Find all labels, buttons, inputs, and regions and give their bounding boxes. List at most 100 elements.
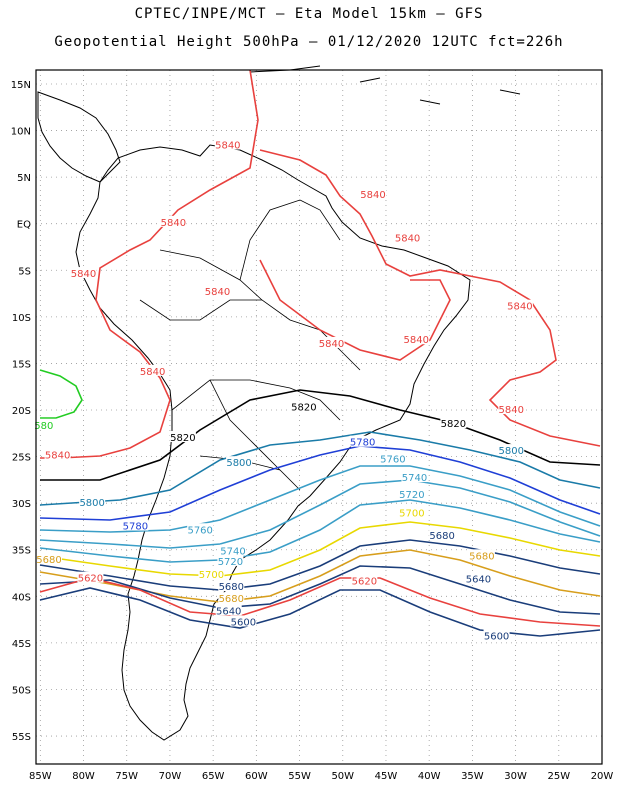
contour-label-bg xyxy=(214,138,241,150)
contour-label-bg xyxy=(187,523,214,535)
latitude-tick-labels: 15N 10N 5N EQ 5S 10S 15S 20S 25S 30S 35S 40S 45S 50S 5… xyxy=(11,80,31,743)
lat-tick-label: 20S xyxy=(12,406,31,417)
lat-tick-label: 5S xyxy=(18,266,31,277)
contour-label: 5840 xyxy=(319,339,344,350)
lon-tick-label: 20W xyxy=(591,771,614,782)
lon-tick-label: 55W xyxy=(288,771,311,782)
contour-label-bg xyxy=(498,403,525,415)
contour-label: 5800 xyxy=(226,458,251,469)
lat-tick-label: 35S xyxy=(12,546,31,557)
contour-label: 5620 xyxy=(78,574,103,585)
contour-label: 5720 xyxy=(218,557,243,568)
contour-label-bg xyxy=(169,431,196,443)
contour-label: 5760 xyxy=(380,454,405,465)
contour-label: 5840 xyxy=(499,405,524,416)
contour-5720 xyxy=(39,499,601,563)
lat-tick-label: 5N xyxy=(17,173,31,184)
contour-label: 5780 xyxy=(123,522,148,533)
contour-label-bg xyxy=(379,452,406,464)
contour-label: 5640 xyxy=(216,606,241,617)
contour-5800 xyxy=(39,431,601,506)
contour-5760 xyxy=(39,465,601,533)
contour-label-bg xyxy=(290,400,317,412)
contour-label-bg xyxy=(220,544,247,556)
contour-labels: 5840 5840 5840 5840 5840 5840 5840 5840 5840 5840… xyxy=(30,138,533,642)
contour-label-bg xyxy=(218,580,245,592)
contour-5820 xyxy=(40,389,601,481)
contour-5640 xyxy=(39,565,601,615)
lat-tick-label: 15S xyxy=(12,359,31,370)
contour-label-bg xyxy=(429,528,456,540)
contour-label-bg xyxy=(217,554,244,566)
contour-label: 5840 xyxy=(215,141,240,152)
lat-tick-label: 10S xyxy=(12,313,31,324)
contour-label-bg xyxy=(440,417,467,429)
lon-tick-label: 25W xyxy=(547,771,570,782)
contour-label-bg xyxy=(401,471,428,483)
contour-5780 xyxy=(39,445,601,521)
chart-title: CPTEC/INPE/MCT – Eta Model 15km – GFS xyxy=(134,6,484,22)
contour-label: 5840 xyxy=(45,451,70,462)
contour-label-bg xyxy=(351,574,378,586)
contour-label: 5680 xyxy=(219,594,244,605)
contour-label: 5840 xyxy=(205,287,230,298)
map-frame xyxy=(35,69,603,765)
contour-label-bg xyxy=(506,299,533,311)
coastlines xyxy=(37,65,521,741)
contour-label: 5840 xyxy=(403,335,428,346)
contour-label-bg xyxy=(468,549,495,561)
contour-label: 5840 xyxy=(360,190,385,201)
lon-tick-label: 50W xyxy=(331,771,354,782)
lon-tick-label: 75W xyxy=(115,771,138,782)
contour-label-bg xyxy=(465,572,492,584)
contour-label: 5600 xyxy=(231,617,256,628)
lon-tick-label: 40W xyxy=(418,771,441,782)
contour-5600 xyxy=(39,587,601,637)
contour-label-bg xyxy=(122,519,149,531)
contour-label-bg xyxy=(394,231,421,243)
contour-label-bg xyxy=(349,435,376,447)
contour-label-bg xyxy=(226,456,253,468)
contour-label-bg xyxy=(35,553,62,565)
lon-tick-label: 60W xyxy=(245,771,268,782)
contour-label: 5780 xyxy=(350,438,375,449)
contour-5840-west xyxy=(40,69,259,459)
chart-subtitle: Geopotential Height 500hPa – 01/12/2020 … xyxy=(54,34,564,50)
lon-tick-label: 70W xyxy=(159,771,182,782)
contour-label: 5620 xyxy=(352,576,377,587)
contour-label: 5800 xyxy=(499,446,524,457)
contour-label-bg xyxy=(398,506,425,518)
contour-5840-inner xyxy=(259,259,451,361)
height-contours xyxy=(39,69,601,637)
contour-label: 580 xyxy=(34,421,53,432)
lat-tick-label: 40S xyxy=(12,592,31,603)
contour-label: 5600 xyxy=(484,631,509,642)
contour-label-bg xyxy=(483,629,510,641)
contour-label: 5840 xyxy=(140,367,165,378)
contour-label-bg xyxy=(403,333,430,345)
contour-label: 5680 xyxy=(469,551,494,562)
contour-label-bg xyxy=(360,187,387,199)
contour-label-bg xyxy=(218,592,245,604)
contour-label-bg xyxy=(30,418,57,430)
contour-label-bg xyxy=(215,604,242,616)
contour-label: 5740 xyxy=(402,473,427,484)
contour-label-bg xyxy=(44,448,71,460)
contour-label-bg xyxy=(139,364,166,376)
contour-label: 5800 xyxy=(79,498,104,509)
contour-label: 5820 xyxy=(170,433,195,444)
contour-label-bg xyxy=(77,571,104,583)
contour-label: 5680 xyxy=(36,555,61,566)
central-america-coastline xyxy=(37,91,121,183)
lon-tick-label: 80W xyxy=(72,771,95,782)
lat-tick-label: 10N xyxy=(11,127,31,138)
lon-tick-label: 45W xyxy=(375,771,398,782)
lat-tick-label: 25S xyxy=(12,453,31,464)
contour-label: 5760 xyxy=(187,525,212,536)
contour-label-bg xyxy=(70,267,97,279)
contour-label: 5680 xyxy=(219,582,244,593)
contour-label: 5680 xyxy=(429,531,454,542)
contour-5620 xyxy=(39,577,601,627)
contour-label: 5840 xyxy=(71,269,96,280)
contour-label-bg xyxy=(230,615,257,627)
